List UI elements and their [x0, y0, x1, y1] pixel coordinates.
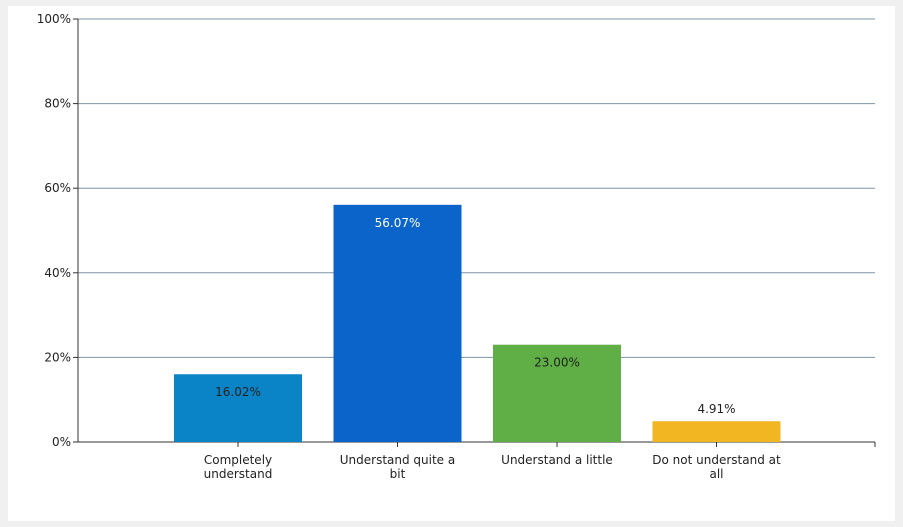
y-tick-label: 40%	[44, 266, 71, 280]
y-tick-label: 60%	[44, 181, 71, 195]
x-category-label: Do not understand at	[652, 453, 781, 467]
bar	[174, 374, 302, 442]
x-category-label: bit	[390, 467, 406, 481]
x-category-label: understand	[204, 467, 273, 481]
data-label: 4.91%	[697, 402, 735, 416]
y-tick-label: 80%	[44, 97, 71, 111]
x-category-label: Completely	[204, 453, 272, 467]
x-category-label: all	[709, 467, 723, 481]
data-label: 16.02%	[215, 385, 261, 399]
data-label: 56.07%	[375, 216, 421, 230]
y-tick-label: 20%	[44, 350, 71, 364]
data-label: 23.00%	[534, 356, 580, 370]
bar	[493, 344, 621, 442]
x-category-label: Understand quite a	[340, 453, 455, 467]
bar	[333, 204, 462, 442]
y-tick-label: 0%	[52, 435, 71, 449]
bar	[652, 421, 781, 442]
x-category-label: Understand a little	[501, 453, 613, 467]
y-tick-label: 100%	[37, 12, 71, 26]
